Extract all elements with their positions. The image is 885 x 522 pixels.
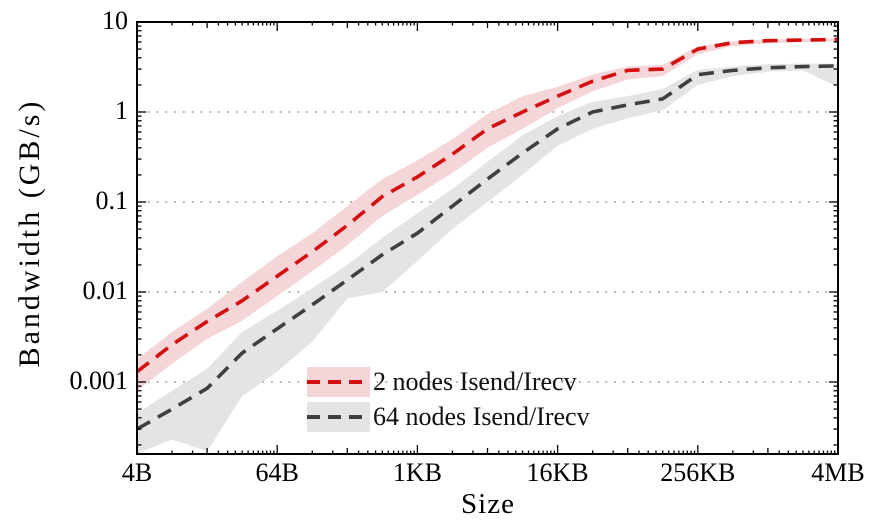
line-64-nodes (137, 64, 838, 431)
y-tick-label: 1 (115, 96, 128, 125)
plot-frame (136, 21, 839, 455)
y-tick-label: 0.01 (82, 276, 129, 305)
legend-swatch-64-nodes (307, 402, 370, 432)
x-axis-title: Size (461, 488, 515, 520)
x-tick-label: 256KB (660, 458, 736, 487)
y-tick-label: 0.001 (69, 366, 129, 395)
y-tick-label: 0.1 (95, 186, 129, 215)
x-tick-label: 4B (121, 458, 153, 487)
x-tick-label: 4MB (811, 458, 865, 487)
x-tick-label: 1KB (392, 458, 442, 487)
line-2-nodes (137, 37, 838, 374)
legend-label-2-nodes: 2 nodes Isend/Irecv (373, 367, 577, 396)
legend-item-64-nodes: 64 nodes Isend/Irecv (307, 402, 590, 432)
legend-label-64-nodes: 64 nodes Isend/Irecv (373, 402, 590, 431)
y-tick-label: 10 (102, 6, 128, 35)
legend: 2 nodes Isend/Irecv 64 nodes Isend/Irecv (307, 367, 590, 437)
x-tick-label: 64B (255, 458, 299, 487)
band-64-nodes (137, 63, 838, 454)
legend-item-2-nodes: 2 nodes Isend/Irecv (307, 367, 590, 397)
legend-swatch-2-nodes (307, 367, 370, 397)
x-tick-label: 16KB (526, 458, 589, 487)
